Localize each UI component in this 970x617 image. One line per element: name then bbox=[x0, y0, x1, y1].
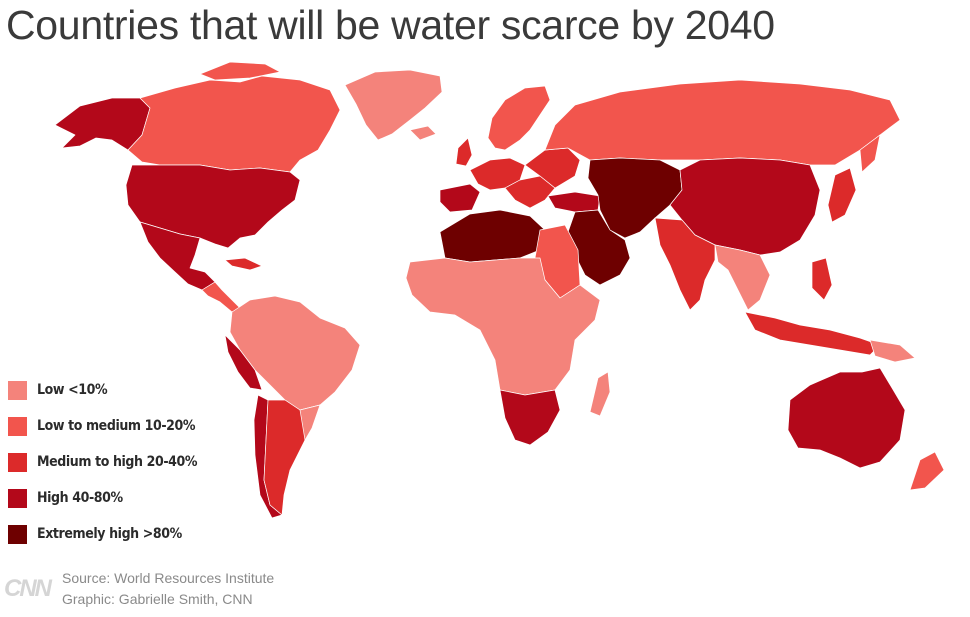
region-peru bbox=[224, 334, 263, 391]
region-china bbox=[669, 157, 821, 256]
region-philippines bbox=[811, 257, 833, 301]
region-new-zealand bbox=[909, 451, 945, 491]
region-canada-islands bbox=[199, 61, 281, 81]
map-title: Countries that will be water scarce by 2… bbox=[6, 2, 775, 48]
region-south-america-north bbox=[229, 295, 361, 411]
legend-swatch bbox=[8, 488, 27, 508]
region-central-america bbox=[201, 281, 241, 313]
legend-item: High 40-80% bbox=[8, 480, 197, 516]
region-southern-africa bbox=[499, 389, 561, 446]
credits: CNN Source: World Resources Institute Gr… bbox=[4, 568, 274, 610]
legend-swatch bbox=[8, 452, 27, 472]
cnn-logo: CNN bbox=[4, 575, 52, 602]
legend-swatch bbox=[8, 524, 27, 544]
region-iceland bbox=[409, 125, 437, 141]
region-southern-europe bbox=[504, 175, 556, 209]
region-greenland bbox=[344, 69, 443, 141]
region-southeast-asia bbox=[714, 244, 771, 311]
legend-swatch bbox=[8, 380, 27, 400]
legend-item: Extremely high >80% bbox=[8, 516, 197, 552]
region-iberia bbox=[439, 183, 481, 213]
source-credit: Source: World Resources Institute bbox=[62, 570, 275, 586]
region-mexico bbox=[139, 221, 216, 291]
legend-item: Low to medium 10-20% bbox=[8, 408, 197, 444]
region-kamchatka bbox=[859, 134, 881, 173]
region-north-africa bbox=[439, 209, 546, 263]
region-australia bbox=[787, 367, 906, 469]
region-madagascar bbox=[589, 371, 611, 417]
legend-label: Low to medium 10-20% bbox=[37, 418, 196, 434]
legend-label: High 40-80% bbox=[37, 490, 123, 506]
region-new-guinea bbox=[869, 339, 916, 363]
region-central-asia bbox=[587, 157, 683, 239]
region-canada bbox=[127, 75, 341, 173]
legend-item: Low <10% bbox=[8, 372, 197, 408]
legend-label: Medium to high 20-40% bbox=[37, 454, 198, 470]
legend: Low <10% Low to medium 10-20% Medium to … bbox=[8, 372, 198, 552]
region-south-brazil bbox=[299, 404, 321, 441]
graphic-credit: Graphic: Gabrielle Smith, CNN bbox=[62, 591, 253, 607]
region-indonesia bbox=[744, 311, 881, 356]
legend-label: Extremely high >80% bbox=[37, 526, 182, 542]
region-russia bbox=[544, 79, 901, 166]
legend-item: Medium to high 20-40% bbox=[8, 444, 198, 480]
region-scandinavia bbox=[487, 85, 551, 151]
credit-lines: Source: World Resources Institute Graphi… bbox=[62, 568, 274, 610]
region-uk bbox=[455, 137, 473, 167]
legend-label: Low <10% bbox=[37, 382, 108, 398]
region-japan bbox=[827, 167, 857, 223]
region-sub-saharan-africa bbox=[405, 257, 601, 396]
legend-swatch bbox=[8, 416, 27, 436]
region-turkey bbox=[547, 191, 601, 213]
region-argentina bbox=[263, 399, 311, 516]
region-caribbean bbox=[224, 257, 263, 271]
region-india bbox=[654, 217, 716, 311]
